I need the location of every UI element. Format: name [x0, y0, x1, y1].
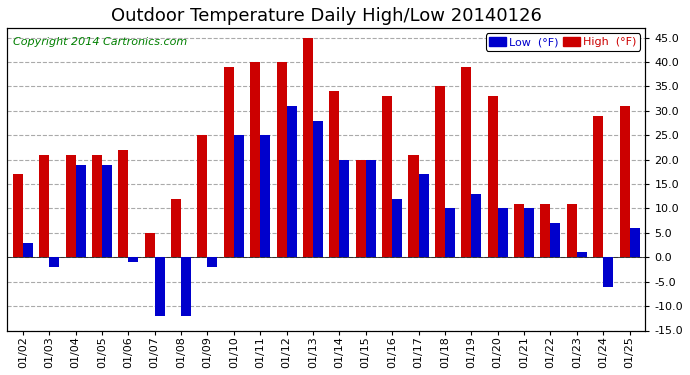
- Bar: [382, 96, 392, 257]
- Bar: [471, 194, 482, 257]
- Bar: [224, 67, 234, 257]
- Bar: [551, 223, 560, 257]
- Bar: [118, 150, 128, 257]
- Bar: [12, 174, 23, 257]
- Bar: [593, 116, 603, 257]
- Bar: [620, 106, 629, 257]
- Bar: [303, 38, 313, 257]
- Bar: [181, 257, 191, 316]
- Bar: [445, 209, 455, 257]
- Bar: [197, 135, 208, 257]
- Bar: [356, 160, 366, 257]
- Bar: [155, 257, 165, 316]
- Bar: [92, 155, 102, 257]
- Bar: [461, 67, 471, 257]
- Bar: [497, 209, 508, 257]
- Bar: [629, 228, 640, 257]
- Bar: [366, 160, 376, 257]
- Bar: [577, 252, 586, 257]
- Legend: Low  (°F), High  (°F): Low (°F), High (°F): [486, 33, 640, 51]
- Bar: [435, 87, 445, 257]
- Bar: [171, 199, 181, 257]
- Bar: [540, 204, 551, 257]
- Text: Copyright 2014 Cartronics.com: Copyright 2014 Cartronics.com: [13, 37, 188, 47]
- Bar: [603, 257, 613, 286]
- Bar: [250, 62, 260, 257]
- Bar: [392, 199, 402, 257]
- Bar: [208, 257, 217, 267]
- Bar: [329, 92, 339, 257]
- Bar: [408, 155, 419, 257]
- Bar: [566, 204, 577, 257]
- Bar: [49, 257, 59, 267]
- Bar: [260, 135, 270, 257]
- Bar: [313, 121, 323, 257]
- Bar: [234, 135, 244, 257]
- Title: Outdoor Temperature Daily High/Low 20140126: Outdoor Temperature Daily High/Low 20140…: [110, 7, 542, 25]
- Bar: [339, 160, 349, 257]
- Bar: [128, 257, 138, 262]
- Bar: [488, 96, 497, 257]
- Bar: [75, 165, 86, 257]
- Bar: [23, 243, 33, 257]
- Bar: [39, 155, 49, 257]
- Bar: [286, 106, 297, 257]
- Bar: [145, 233, 155, 257]
- Bar: [524, 209, 534, 257]
- Bar: [514, 204, 524, 257]
- Bar: [419, 174, 428, 257]
- Bar: [277, 62, 286, 257]
- Bar: [102, 165, 112, 257]
- Bar: [66, 155, 75, 257]
